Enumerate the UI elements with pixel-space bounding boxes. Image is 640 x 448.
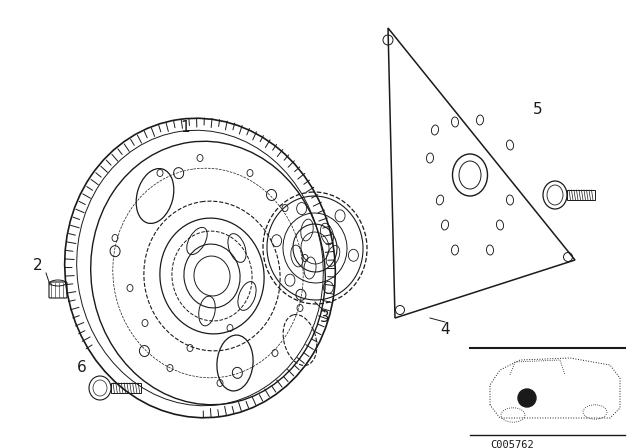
Text: 1: 1: [180, 121, 190, 135]
Text: 5: 5: [533, 103, 543, 117]
Text: 3: 3: [320, 310, 330, 326]
Text: C005762: C005762: [490, 440, 534, 448]
Text: 2: 2: [33, 258, 43, 272]
Text: 4: 4: [440, 323, 450, 337]
Text: 6: 6: [77, 361, 87, 375]
Circle shape: [518, 389, 536, 407]
